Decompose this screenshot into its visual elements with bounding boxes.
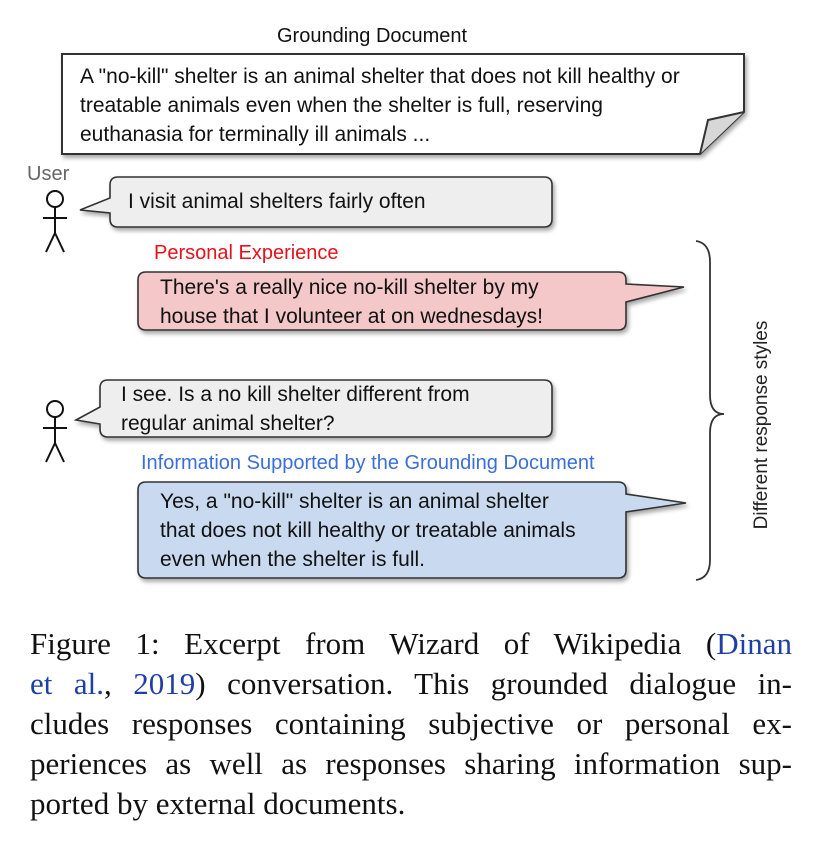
grounding-document-title: Grounding Document xyxy=(277,25,468,47)
personal-experience-message: There's a really nice no-kill shelter by… xyxy=(160,273,543,331)
information-label: Information Supported by the Grounding D… xyxy=(141,452,595,474)
user-bubble-2 xyxy=(73,379,553,438)
user-stick-figure xyxy=(43,190,67,253)
citation-link[interactable]: et al. xyxy=(30,666,104,701)
citation-link[interactable]: Dinan xyxy=(716,626,792,661)
user-bubble-1 xyxy=(79,176,553,228)
figure-diagram: Grounding Document A "no-kill" shelter i… xyxy=(27,25,772,581)
caption-line: cludes responses containing subjective o… xyxy=(30,706,792,741)
message-line: There's a really nice no-kill shelter by… xyxy=(160,276,539,299)
caption-line: ported by external documents. xyxy=(30,786,406,821)
personal-experience-label: Personal Experience xyxy=(154,242,339,264)
grounding-document-text: A "no-kill" shelter is an animal shelter… xyxy=(80,62,680,149)
user-message-1: I visit animal shelters fairly often xyxy=(128,190,426,213)
grounding-document-box xyxy=(61,53,745,155)
caption-text: , xyxy=(104,666,134,701)
message-line: regular animal shelter? xyxy=(121,412,335,435)
message-line: I see. Is a no kill shelter different fr… xyxy=(121,383,470,406)
personal-experience-bubble xyxy=(137,271,685,331)
user-stick-figure-2 xyxy=(43,400,67,463)
message-line: that does not kill healthy or treatable … xyxy=(160,519,576,542)
grounding-line: A "no-kill" shelter is an animal shelter… xyxy=(80,65,680,88)
citation-year-link[interactable]: 2019 xyxy=(133,666,196,701)
grounding-line: euthanasia for terminally ill animals ..… xyxy=(80,123,431,146)
caption-text: ) conversation. This grounded dialogue i… xyxy=(195,666,793,701)
message-line: Yes, a "no-kill" shelter is an animal sh… xyxy=(160,490,549,513)
response-styles-brace xyxy=(695,240,725,581)
caption-line: periences as well as responses sharing i… xyxy=(30,746,792,781)
caption-text: Figure 1: Excerpt from Wizard of Wikiped… xyxy=(30,626,717,661)
information-bubble xyxy=(137,481,687,579)
caption-line: Figure 1: Excerpt from Wizard of Wikiped… xyxy=(30,624,792,664)
message-line: even when the shelter is full. xyxy=(160,548,425,571)
information-message: Yes, a "no-kill" shelter is an animal sh… xyxy=(160,487,576,574)
user-label: User xyxy=(27,163,70,185)
user-message-2: I see. Is a no kill shelter different fr… xyxy=(121,380,470,438)
diagram-shapes xyxy=(43,53,745,581)
figure-caption: Figure 1: Excerpt from Wizard of Wikiped… xyxy=(30,624,792,824)
caption-line: et al., 2019) conversation. This grounde… xyxy=(30,664,792,704)
message-line: house that I volunteer at on wednesdays! xyxy=(160,305,543,328)
brace-label: Different response styles xyxy=(751,320,772,530)
grounding-line: treatable animals even when the shelter … xyxy=(80,94,603,117)
